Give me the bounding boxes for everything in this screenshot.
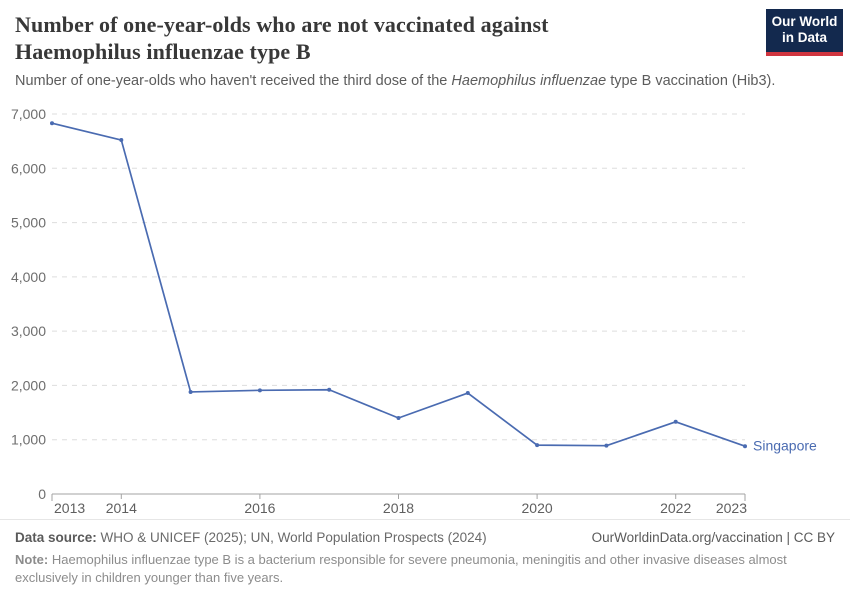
owid-logo-line1: Our World [771,14,838,29]
y-axis-tick-label: 0 [38,486,46,502]
owid-logo-box: Our World in Data [766,9,843,52]
y-axis-tick-label: 3,000 [11,323,46,339]
data-point-singapore-2017[interactable] [327,387,332,392]
x-axis-tick-label: 2014 [106,500,137,516]
line-chart[interactable]: 0 1,000 2,000 3,000 4,000 5,000 6,000 7,000 2013… [0,0,850,520]
footer-divider [0,519,850,520]
footer-source-row: OurWorldinData.org/vaccination | CC BY D… [15,530,835,545]
y-axis-tick-label: 1,000 [11,432,46,448]
data-point-singapore-2015[interactable] [188,389,193,394]
y-axis-tick-label: 6,000 [11,160,46,176]
data-point-singapore-2013[interactable] [50,121,54,126]
owid-logo[interactable]: Our World in Data [766,9,843,56]
owid-logo-line2: in Data [781,30,827,45]
datasource-text: WHO & UNICEF (2025); UN, World Populatio… [100,530,487,545]
data-point-singapore-2023[interactable] [743,444,747,449]
y-axis-tick-label: 4,000 [11,269,46,285]
x-axis-tick-label: 2023 [716,500,747,516]
series-end-label[interactable]: Singapore [753,438,817,454]
page-title: Number of one-year-olds who are not vacc… [15,11,549,65]
x-axis-tick-label: 2020 [522,500,553,516]
y-axis-tick-label: 2,000 [11,377,46,393]
data-point-singapore-2016[interactable] [257,388,262,393]
y-axis-tick-label: 5,000 [11,215,46,231]
note-label: Note: [15,552,49,567]
page-title-line1: Number of one-year-olds who are not vacc… [15,12,549,37]
data-point-singapore-2020[interactable] [535,443,540,448]
datasource-label: Data source: [15,530,97,545]
data-point-singapore-2014[interactable] [119,138,124,143]
chart-subtitle: Number of one-year-olds who haven't rece… [15,72,825,91]
credit-link[interactable]: OurWorldinData.org/vaccination | CC BY [591,530,835,545]
x-axis-tick-label: 2018 [383,500,414,516]
y-axis-tick-label: 7,000 [11,106,46,122]
footer-note: Note: Haemophilus influenzae type B is a… [15,551,790,587]
subtitle-italic-term: Haemophilus influenzae [451,73,607,89]
subtitle-suffix: type B vaccination (Hib3). [606,73,776,89]
data-point-singapore-2018[interactable] [396,416,401,420]
data-line-singapore[interactable] [51,122,746,448]
page-title-line2: Haemophilus influenzae type B [15,39,311,64]
data-point-singapore-2019[interactable] [465,391,470,396]
note-text: Haemophilus influenzae type B is a bacte… [15,552,787,585]
owid-logo-red-bar [766,52,843,56]
x-axis-tick-label: 2022 [660,500,691,516]
data-point-singapore-2021[interactable] [604,443,609,448]
x-axis-tick-label: 2016 [244,500,275,516]
data-point-singapore-2022[interactable] [673,419,678,424]
x-axis-tick-label: 2013 [54,500,85,516]
subtitle-prefix: Number of one-year-olds who haven't rece… [15,73,452,89]
